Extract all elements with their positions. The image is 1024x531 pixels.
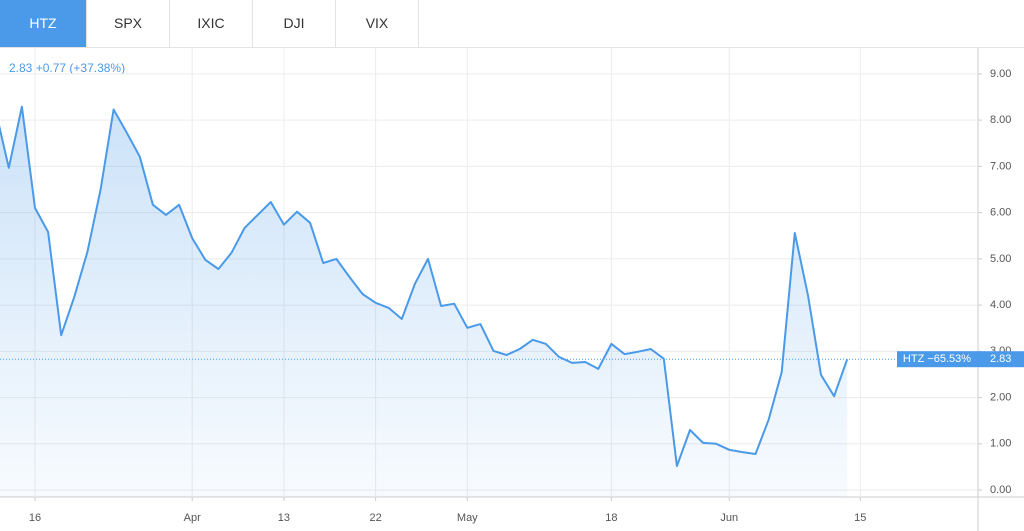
x-tick-label: May bbox=[457, 512, 478, 524]
price-tag-label: HTZ −65.53% bbox=[903, 353, 971, 365]
x-tick-label: Jun bbox=[720, 512, 738, 524]
plot bbox=[0, 105, 849, 497]
x-tick-label: 18 bbox=[605, 512, 617, 524]
y-tick-label: 1.00 bbox=[990, 438, 1011, 450]
axis-price-label: 2.83 bbox=[990, 353, 1011, 365]
y-tick-label: 6.00 bbox=[990, 207, 1011, 219]
legend: 2.83 +0.77 (+37.38%) bbox=[9, 61, 125, 75]
axis-price-tag bbox=[978, 351, 1024, 368]
x-tick-label: 16 bbox=[29, 512, 41, 524]
tab[interactable]: SPX bbox=[87, 0, 170, 47]
y-tick-label: 7.00 bbox=[990, 160, 1011, 172]
y-tick-label: 5.00 bbox=[990, 253, 1011, 265]
x-tick-label: 22 bbox=[369, 512, 381, 524]
tab[interactable]: VIX bbox=[336, 0, 419, 47]
y-tick-label: 4.00 bbox=[990, 299, 1011, 311]
y-tick-label: 2.00 bbox=[990, 391, 1011, 403]
tab[interactable]: DJI bbox=[253, 0, 336, 47]
y-tick-label: 8.00 bbox=[990, 114, 1011, 126]
tab[interactable]: HTZ bbox=[0, 0, 87, 47]
y-tick-label: 9.00 bbox=[990, 68, 1011, 80]
x-tick-label: 15 bbox=[854, 512, 866, 524]
price-tag bbox=[897, 351, 978, 368]
y-tick-label: 0.00 bbox=[990, 484, 1011, 496]
price-line bbox=[0, 105, 849, 467]
tab-bar: HTZ SPX IXIC DJI VIX bbox=[0, 0, 1024, 48]
x-tick-label: Apr bbox=[184, 512, 201, 524]
area bbox=[0, 106, 848, 497]
tab[interactable]: IXIC bbox=[170, 0, 253, 47]
x-tick-label: 13 bbox=[278, 512, 290, 524]
